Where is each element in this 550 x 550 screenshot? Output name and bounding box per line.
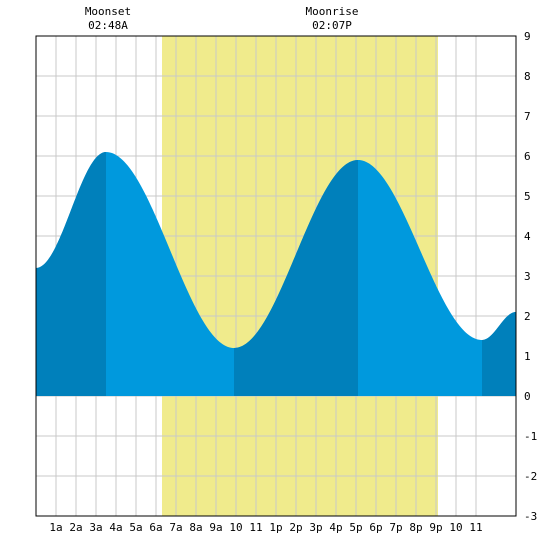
x-tick-label: 10	[449, 521, 462, 534]
y-tick-label: 0	[524, 390, 531, 403]
tide-area-layer	[36, 152, 516, 396]
moon-event-name: Moonset	[85, 5, 131, 18]
x-tick-label: 2p	[289, 521, 302, 534]
x-tick-label: 8p	[409, 521, 422, 534]
y-tick-label: 8	[524, 70, 531, 83]
moon-event-time: 02:48A	[88, 19, 128, 32]
x-tick-label: 4p	[329, 521, 342, 534]
x-tick-label: 6a	[149, 521, 162, 534]
y-tick-label: 4	[524, 230, 531, 243]
plot-frame	[35, 35, 517, 517]
tide-area-dark-band	[482, 312, 516, 396]
y-tick-label: -2	[524, 470, 537, 483]
x-tick-label: 7a	[169, 521, 182, 534]
x-tick-label: 8a	[189, 521, 202, 534]
tide-area-dark-band	[234, 160, 358, 396]
x-tick-label: 11	[469, 521, 482, 534]
y-tick-label: 1	[524, 350, 531, 363]
moon-event-name: Moonrise	[306, 5, 359, 18]
x-tick-label: 4a	[109, 521, 122, 534]
y-tick-label: 6	[524, 150, 531, 163]
y-tick-label: -1	[524, 430, 537, 443]
y-tick-label: 2	[524, 310, 531, 323]
x-tick-label: 2a	[69, 521, 82, 534]
x-tick-label: 3p	[309, 521, 322, 534]
y-tick-label: 5	[524, 190, 531, 203]
y-tick-label: 9	[524, 30, 531, 43]
x-tick-labels: 1a 2a 3a 4a 5a 6a 7a 8a 9a 10 11 1p 2p 3p 4p 5p 6p 7p 8p 9p…	[49, 521, 482, 534]
x-tick-label: 11	[249, 521, 262, 534]
x-tick-label: 9a	[209, 521, 222, 534]
x-tick-label: 5p	[349, 521, 362, 534]
moon-event-time: 02:07P	[312, 19, 352, 32]
x-tick-label: 3a	[89, 521, 102, 534]
x-tick-label: 1p	[269, 521, 282, 534]
y-tick-label: 7	[524, 110, 531, 123]
x-tick-label: 5a	[129, 521, 142, 534]
x-tick-label: 1a	[49, 521, 62, 534]
y-tick-labels: -3 -2 -1 0 1 2 3 4 5 6 7 8 9	[524, 30, 537, 523]
x-tick-label: 10	[229, 521, 242, 534]
x-tick-label: 9p	[429, 521, 442, 534]
x-tick-label: 7p	[389, 521, 402, 534]
y-tick-label: 3	[524, 270, 531, 283]
x-tick-label: 6p	[369, 521, 382, 534]
tide-area-dark-band	[36, 152, 106, 396]
y-tick-label: -3	[524, 510, 537, 523]
tide-area	[36, 152, 516, 396]
